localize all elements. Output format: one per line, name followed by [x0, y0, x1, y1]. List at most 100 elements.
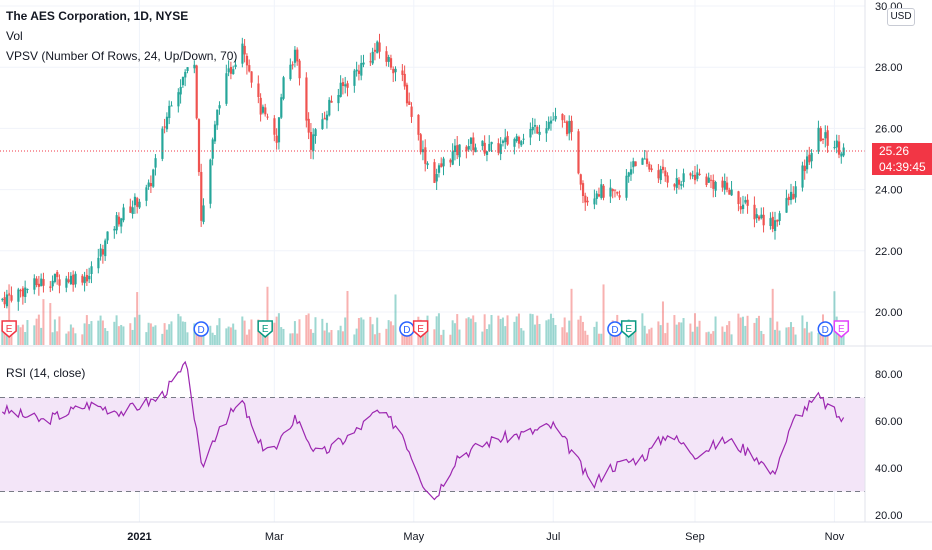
candle-body [835, 140, 838, 148]
volume-bar [792, 326, 795, 345]
volume-bar [757, 315, 760, 345]
volume-bar [837, 329, 840, 345]
earnings-marker-label: E [417, 324, 424, 335]
volume-bar [250, 319, 253, 345]
volume-bar [1, 325, 4, 345]
volume-bar [115, 315, 118, 345]
volume-bar [458, 329, 461, 345]
candle-body [275, 135, 278, 143]
rsi-pane [0, 360, 865, 501]
rsi-legend[interactable]: RSI (14, close) [6, 366, 86, 380]
volume-bar [24, 332, 27, 345]
candle-body [65, 278, 68, 288]
earnings-marker-shape [833, 320, 850, 338]
volume-bar [593, 326, 596, 345]
currency-button[interactable]: USD [887, 8, 915, 26]
candle-body [282, 77, 285, 99]
volume-bar [161, 333, 164, 345]
volume-bar [339, 325, 342, 345]
candle-body [586, 200, 589, 203]
volume-bar [634, 325, 637, 345]
candle-body [248, 65, 251, 72]
volume-bar [515, 316, 518, 345]
vpsv-legend[interactable]: VPSV (Number Of Rows, 24, Up/Down, 70) [6, 49, 238, 63]
volume-bar [664, 333, 667, 345]
candle-body [339, 82, 342, 97]
volume-bar [21, 324, 24, 345]
candle-body [227, 68, 230, 73]
candle-body [33, 278, 36, 290]
volume-bar [618, 330, 621, 345]
candle-body [181, 76, 185, 86]
price-tick-label: 24.00 [875, 185, 903, 197]
candle-body [186, 67, 189, 71]
volume-bar [312, 332, 315, 345]
candle-body [51, 280, 54, 287]
candle-body [673, 184, 676, 187]
volume-bar [707, 331, 710, 345]
volume-bar [563, 317, 566, 345]
volume-bar [600, 333, 603, 345]
volume-bar [465, 318, 468, 345]
candle-body [819, 128, 822, 142]
volume-bar [234, 329, 237, 345]
volume-bar [8, 284, 11, 345]
volume-bar [184, 321, 187, 345]
volume-legend[interactable]: Vol [6, 29, 23, 43]
candle-body [490, 141, 493, 145]
volume-bar [499, 318, 502, 345]
earnings-marker-label: E [262, 324, 269, 335]
volume-bar [481, 331, 484, 345]
volume-bar [808, 332, 811, 345]
candle-body [17, 289, 20, 302]
volume-bar [149, 323, 152, 345]
volume-bar [58, 316, 61, 345]
candle-body [451, 151, 454, 165]
chart-title[interactable]: The AES Corporation, 1D, NYSE [6, 9, 189, 23]
candle-body [837, 141, 841, 155]
candle-body [385, 51, 388, 62]
time-tick-label: Jul [546, 531, 560, 543]
candle-body [177, 92, 180, 107]
volume-bar [69, 324, 72, 345]
volume-bar [337, 330, 340, 345]
candle-body [117, 216, 121, 225]
candle-body [456, 145, 459, 156]
volume-bar [794, 334, 797, 345]
candle-body [163, 126, 166, 128]
volume-bar [154, 325, 157, 345]
candle-body [602, 185, 605, 198]
volume-bar [227, 326, 230, 345]
candle-body [705, 176, 708, 185]
volume-bar [360, 317, 363, 345]
volume-bar [579, 315, 582, 345]
candle-body [769, 218, 772, 227]
volume-bar [659, 325, 662, 345]
volume-bar [225, 328, 228, 345]
volume-bar [330, 329, 333, 345]
candle-body [549, 120, 553, 124]
countdown-badge: 04:39:45 [872, 159, 932, 175]
candle-body [209, 159, 212, 204]
volume-bar [357, 318, 360, 345]
volume-bar [401, 333, 404, 345]
volume-bar [186, 332, 189, 345]
volume-bar [586, 334, 589, 345]
volume-bar [712, 331, 715, 345]
volume-bar [673, 315, 676, 345]
volume-bar [730, 334, 733, 345]
dividend-marker-label: D [611, 325, 618, 336]
candle-body [600, 184, 603, 199]
volume-bar [801, 315, 804, 345]
volume-bar [53, 319, 56, 345]
candle-body [661, 166, 665, 171]
candle-body [433, 162, 436, 183]
volume-bar [277, 313, 280, 345]
candle-body [666, 175, 669, 183]
candle-body [305, 77, 308, 121]
candle-body [762, 214, 765, 226]
candle-body [483, 142, 486, 154]
volume-bar [163, 323, 166, 345]
volume-bar [293, 321, 296, 345]
volume-bar [99, 315, 102, 345]
